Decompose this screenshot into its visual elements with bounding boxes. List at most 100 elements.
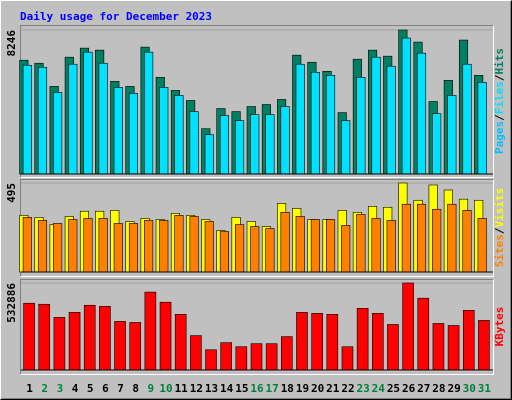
bar <box>190 335 202 371</box>
bar <box>113 87 123 175</box>
legend-entry: KBytes <box>493 307 506 347</box>
x-tick-label: 23 <box>357 382 370 395</box>
bar <box>68 219 78 273</box>
bar <box>189 216 199 273</box>
legend: Pages/Files/Hits <box>493 48 506 154</box>
bar <box>37 220 48 273</box>
legend-entry: Files <box>493 81 506 114</box>
bar <box>219 231 229 273</box>
legend-entry: Visits <box>493 188 506 228</box>
bar <box>371 56 381 175</box>
x-tick-label: 24 <box>372 382 386 395</box>
x-tick-label: 31 <box>478 382 492 395</box>
x-tick-label: 29 <box>447 382 460 395</box>
x-tick-label: 20 <box>311 382 324 395</box>
bar <box>295 63 305 175</box>
x-tick-label: 15 <box>235 382 248 395</box>
x-tick-label: 17 <box>266 382 279 395</box>
bar <box>114 321 126 371</box>
bar <box>159 87 169 175</box>
bar <box>83 51 93 175</box>
bar <box>204 134 214 175</box>
bar <box>144 291 157 371</box>
bar <box>326 75 336 175</box>
bar <box>250 114 260 175</box>
x-tick-label: 5 <box>87 382 94 395</box>
bar <box>296 312 308 371</box>
y-tick-label: 532886 <box>5 283 18 323</box>
bar <box>417 297 430 371</box>
bar <box>280 212 290 273</box>
x-tick-label: 21 <box>326 382 340 395</box>
bar <box>159 220 169 273</box>
bar <box>265 228 275 273</box>
y-tick-label: 495 <box>5 183 18 203</box>
bar <box>98 218 108 273</box>
bar <box>432 323 445 371</box>
bar <box>371 313 384 371</box>
legend-entry: Sites <box>493 234 506 267</box>
bar <box>83 218 93 273</box>
bar <box>462 210 472 273</box>
bar <box>128 223 139 273</box>
bar <box>220 342 232 371</box>
bar <box>310 219 320 273</box>
x-tick-label: 3 <box>57 382 64 395</box>
x-tick-label: 26 <box>402 382 416 395</box>
y-tick-label: 8246 <box>5 30 18 57</box>
bar <box>280 106 290 175</box>
bar <box>129 322 142 371</box>
x-tick-label: 28 <box>432 382 445 395</box>
x-tick-label: 2 <box>41 382 48 395</box>
panel-border-dark <box>20 279 494 375</box>
bar <box>205 349 217 371</box>
bar <box>447 325 460 371</box>
bar <box>341 346 354 371</box>
bar <box>68 312 81 371</box>
x-tick-label: 18 <box>281 382 294 395</box>
panel-border-light <box>20 25 494 178</box>
bar <box>144 51 154 175</box>
bar <box>83 304 96 371</box>
x-tick-label: 27 <box>417 382 430 395</box>
bar <box>204 221 214 273</box>
bar <box>477 82 487 175</box>
x-tick-label: 14 <box>220 382 234 395</box>
bar <box>38 303 51 371</box>
x-tick-label: 4 <box>72 382 79 395</box>
bar <box>416 52 427 175</box>
bar <box>447 95 457 175</box>
bar <box>310 71 320 175</box>
x-tick-label: 1 <box>26 382 33 395</box>
x-tick-label: 12 <box>190 382 203 395</box>
bar <box>432 208 442 273</box>
bar <box>416 203 427 273</box>
bar <box>159 301 172 371</box>
bar <box>356 77 366 175</box>
bar <box>99 305 111 371</box>
x-tick-label: 7 <box>117 382 124 395</box>
legend: KBytes <box>493 307 506 347</box>
bar <box>402 282 414 371</box>
bar <box>387 324 399 371</box>
bar <box>37 66 48 175</box>
bar <box>265 114 275 175</box>
x-tick-label: 13 <box>205 382 218 395</box>
bar <box>386 65 396 175</box>
bar <box>356 307 369 371</box>
bar <box>371 218 381 273</box>
legend-entry: Pages <box>493 121 506 154</box>
bar <box>432 113 442 175</box>
bar <box>295 216 305 273</box>
bar <box>462 310 475 371</box>
bar <box>250 226 260 273</box>
bar <box>53 92 63 175</box>
bar <box>235 346 248 371</box>
bar <box>23 302 35 371</box>
bar <box>144 220 154 273</box>
legend-separator: / <box>493 227 506 234</box>
bar <box>113 223 123 273</box>
